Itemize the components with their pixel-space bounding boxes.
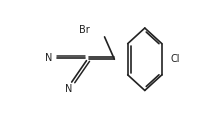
Text: N: N xyxy=(65,84,72,94)
Text: Cl: Cl xyxy=(170,54,180,64)
Text: Br: Br xyxy=(80,25,90,35)
Text: N: N xyxy=(45,53,52,63)
